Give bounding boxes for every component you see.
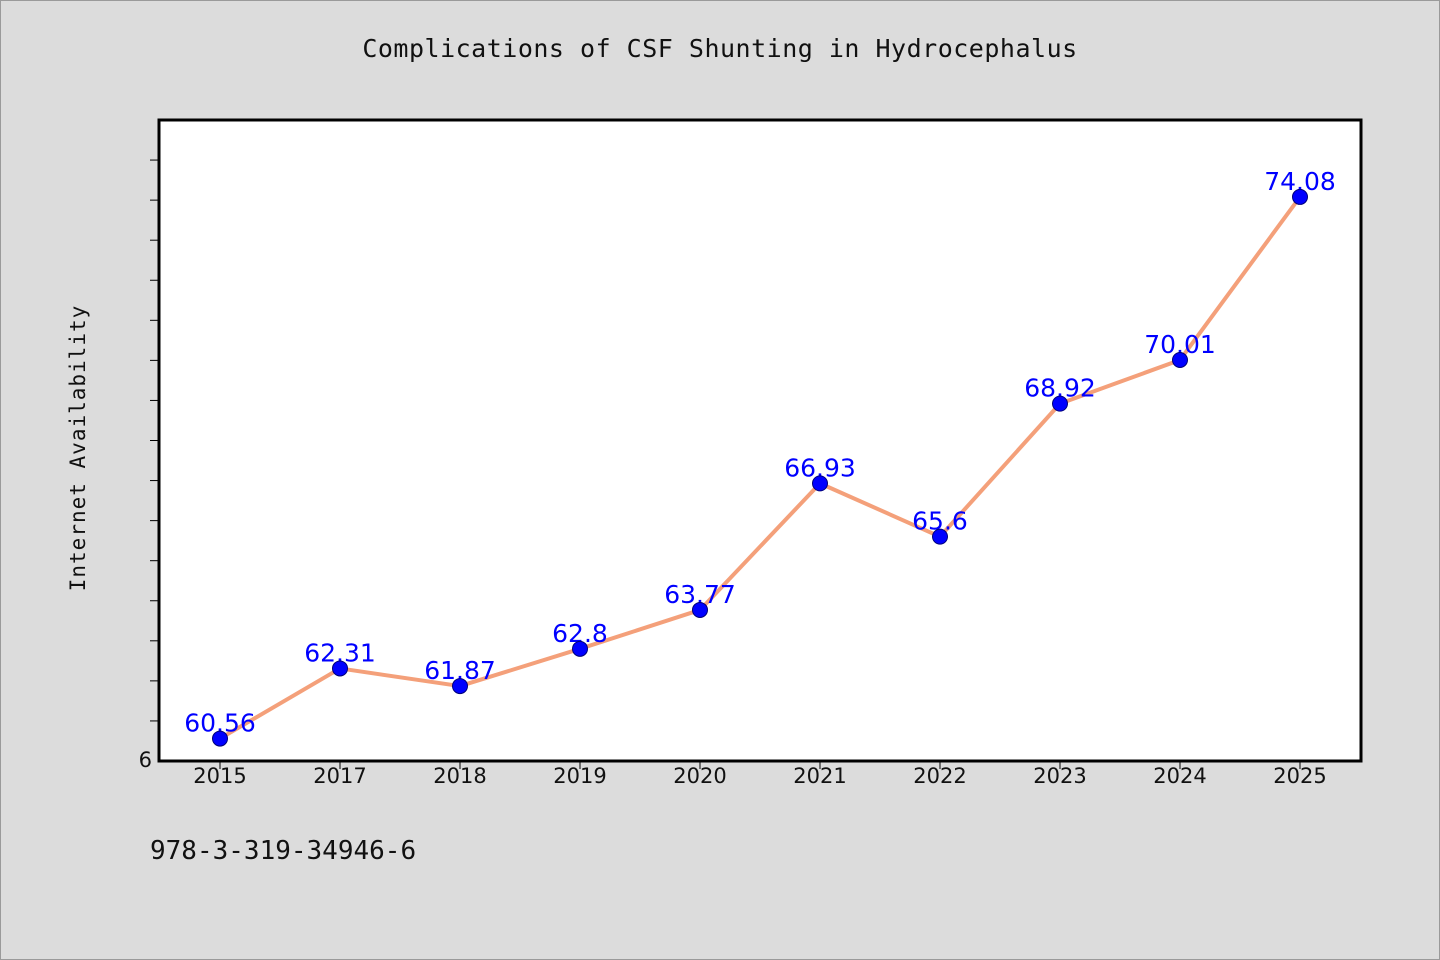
x-tick-label: 2018 bbox=[433, 764, 486, 788]
x-tick-label: 2021 bbox=[793, 764, 846, 788]
x-tick-label: 2017 bbox=[313, 764, 366, 788]
data-point bbox=[1172, 351, 1188, 368]
data-point bbox=[332, 660, 348, 677]
data-point bbox=[932, 528, 948, 545]
data-point bbox=[1052, 395, 1068, 412]
y-tick-label: 6 bbox=[139, 748, 152, 772]
x-tick-label: 2019 bbox=[553, 764, 606, 788]
x-tick-label: 2025 bbox=[1273, 764, 1326, 788]
data-point bbox=[812, 475, 828, 492]
x-tick-label: 2015 bbox=[193, 764, 246, 788]
data-point bbox=[572, 640, 588, 657]
data-point bbox=[452, 678, 468, 695]
data-point bbox=[1292, 188, 1308, 205]
x-tick-label: 2023 bbox=[1033, 764, 1086, 788]
chart-title: Complications of CSF Shunting in Hydroce… bbox=[362, 34, 1078, 63]
data-point bbox=[212, 730, 228, 747]
x-tick-label: 2024 bbox=[1153, 764, 1206, 788]
data-point bbox=[692, 601, 708, 618]
x-tick-label: 2020 bbox=[673, 764, 726, 788]
series-line bbox=[218, 195, 1302, 741]
x-tick-label: 2022 bbox=[913, 764, 966, 788]
plot-area bbox=[157, 118, 1363, 763]
isbn-footer: 978-3-319-34946-6 bbox=[150, 836, 417, 866]
